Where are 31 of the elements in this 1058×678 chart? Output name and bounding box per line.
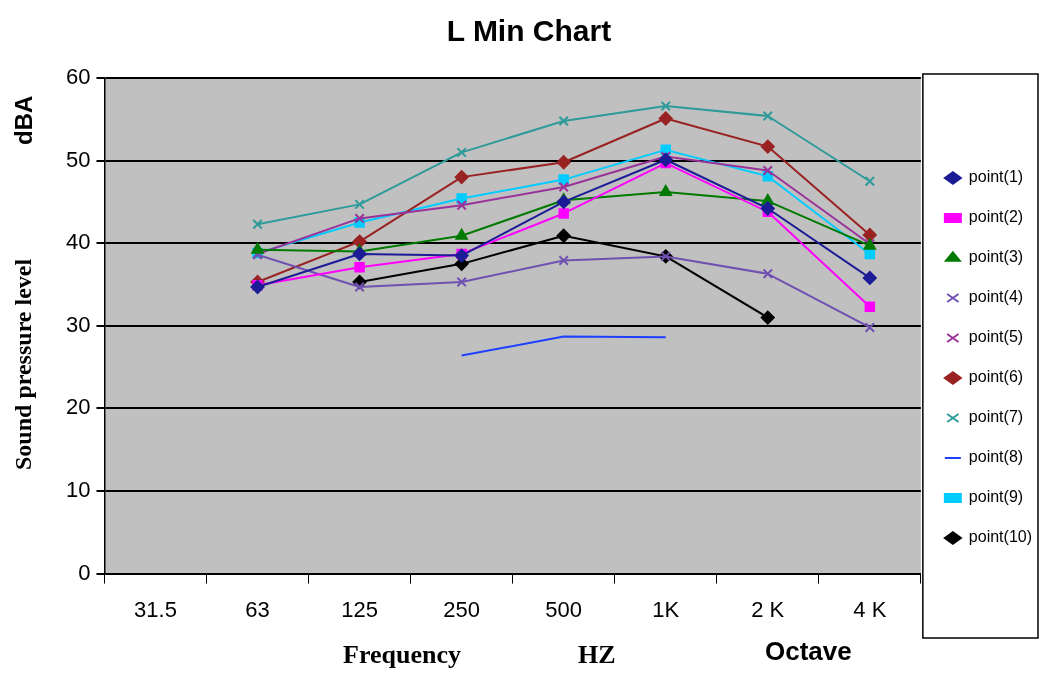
- legend-label: point(5): [968, 328, 1024, 346]
- x-tick-label: 2 K: [751, 596, 785, 622]
- x-axis-title: Frequency: [343, 640, 461, 670]
- x-tick-label: 500: [545, 596, 583, 622]
- text: Octave: [765, 636, 852, 667]
- x-tick-label: 4 K: [853, 596, 887, 622]
- legend-label: point(10): [968, 528, 1033, 546]
- y-tick-label: 0: [78, 559, 91, 585]
- y-tick-label: 20: [65, 394, 91, 420]
- legend-label: point(4): [968, 288, 1024, 306]
- text: dBA: [10, 95, 38, 145]
- text: HZ: [578, 640, 616, 670]
- legend-label: point(6): [968, 368, 1024, 386]
- x-tick-label: 250: [443, 596, 480, 622]
- x-tick-label: 125: [341, 596, 378, 622]
- x-tick-label: 63: [245, 596, 270, 622]
- legend-label: point(9): [968, 488, 1024, 506]
- y-tick-label: 40: [65, 229, 91, 255]
- legend-label: point(3): [968, 248, 1024, 266]
- y-tick-label: 30: [65, 311, 91, 337]
- legend-label: point(8): [968, 448, 1024, 466]
- x-tick-label: 1K: [652, 596, 680, 622]
- y-tick-label: 60: [65, 64, 91, 90]
- legend-label: point(2): [968, 208, 1024, 226]
- y-tick-label: 10: [65, 477, 91, 503]
- chart-title: L Min Chart: [445, 14, 613, 48]
- legend-label: point(1): [968, 168, 1024, 186]
- legend-label: point(7): [968, 408, 1024, 426]
- x-tick-label: 31.5: [134, 596, 177, 622]
- y-tick-label: 50: [65, 146, 91, 172]
- y-axis-title: Sound pressure level: [10, 258, 37, 470]
